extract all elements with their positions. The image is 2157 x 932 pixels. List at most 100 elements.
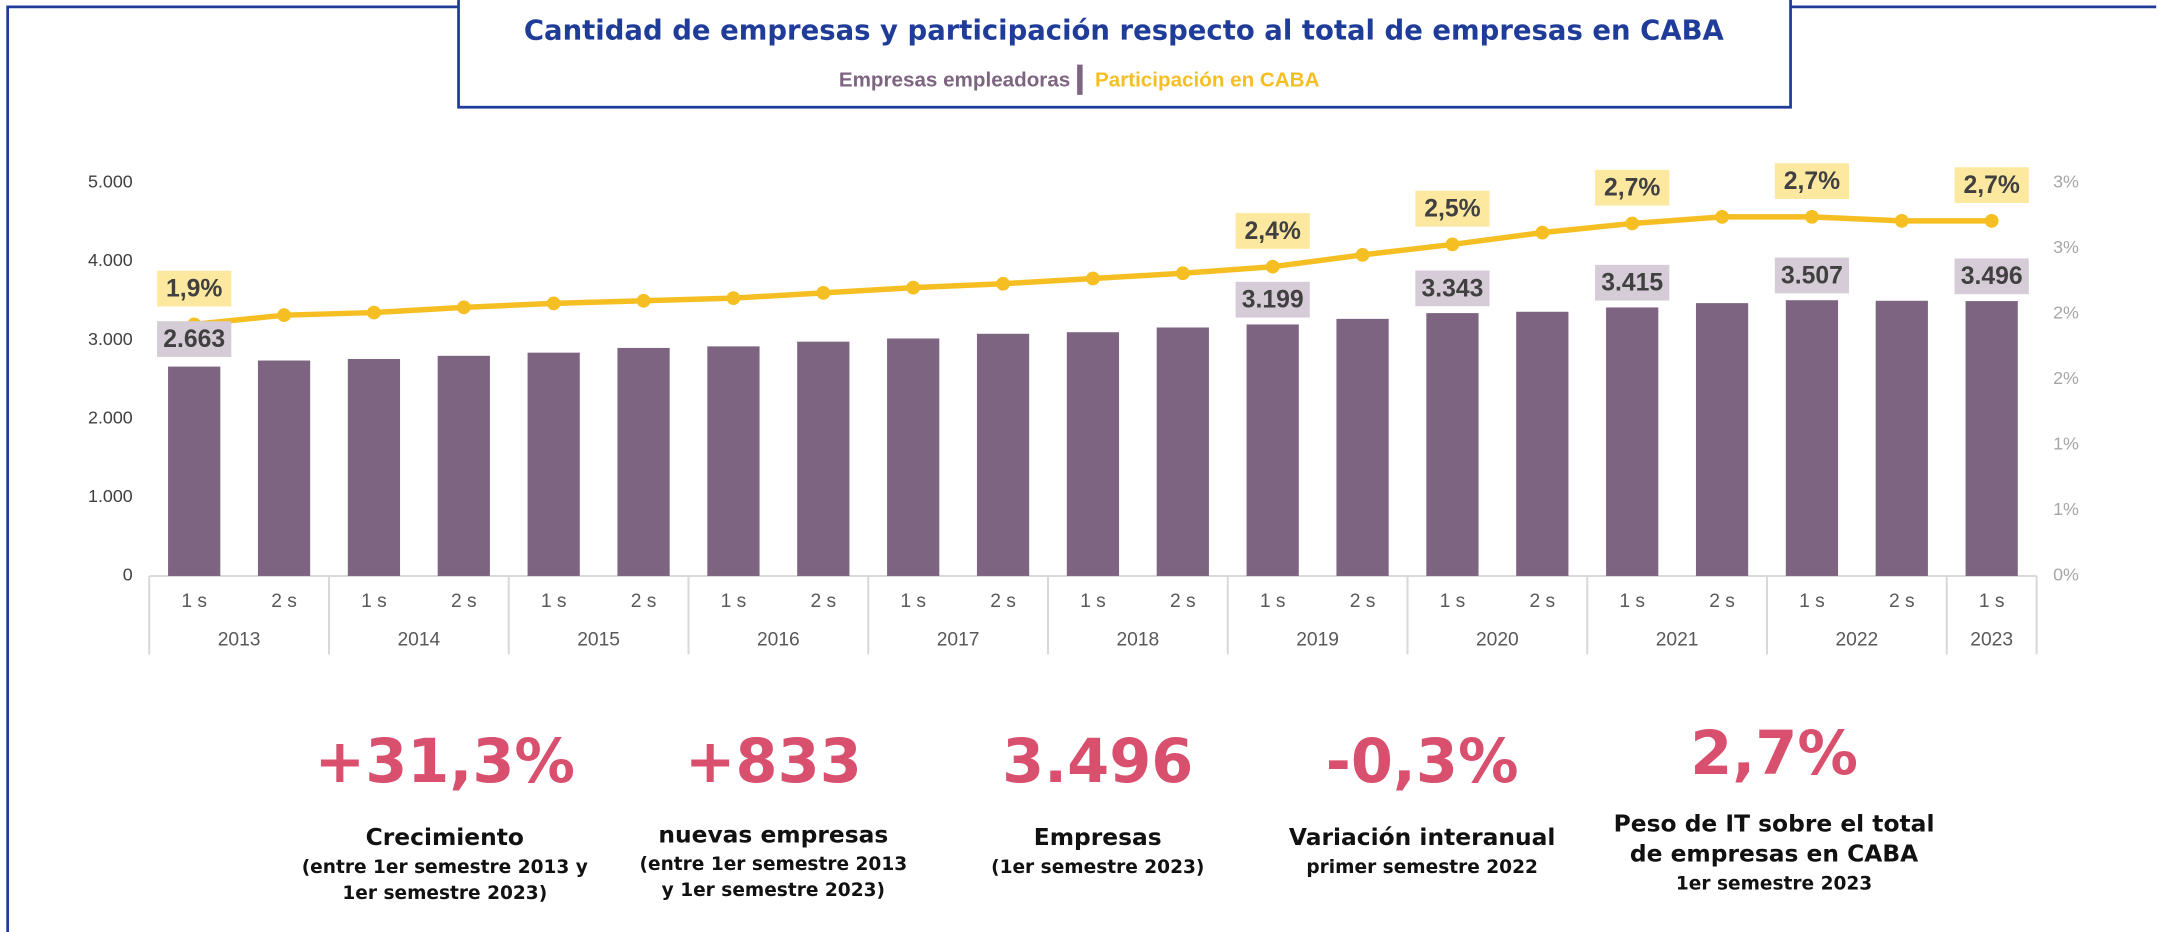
data-label: 2,5% xyxy=(1424,196,1480,223)
x-tick-label: 1 s xyxy=(1260,591,1286,612)
bar xyxy=(257,360,311,576)
kpi-label: Peso de IT sobre el total xyxy=(1614,809,1935,837)
x-group-label: 2021 xyxy=(1656,630,1699,651)
data-label-box xyxy=(1595,264,1670,301)
data-label-box xyxy=(1774,163,1850,200)
kpi-value: -0,3% xyxy=(1326,727,1519,797)
x-group-label: 2018 xyxy=(1116,630,1159,651)
x-tick-label: 1 s xyxy=(361,591,387,612)
x-tick-label: 1 s xyxy=(1799,591,1825,612)
line-marker xyxy=(816,286,831,300)
line-marker xyxy=(1984,213,1999,228)
x-tick-label: 1 s xyxy=(1080,591,1106,612)
y2-tick-label: 3% xyxy=(2053,237,2079,257)
line-marker xyxy=(1805,210,1819,224)
line-marker xyxy=(546,296,561,311)
x-tick-label: 2 s xyxy=(1889,591,1915,612)
x-group-label: 2023 xyxy=(1970,630,2013,651)
x-tick-label: 2 s xyxy=(271,591,297,612)
bar xyxy=(1246,324,1299,576)
line-marker xyxy=(1265,259,1280,274)
kpi-sub: 1er semestre 2023) xyxy=(342,883,547,904)
data-label-box xyxy=(1235,213,1310,249)
bar xyxy=(1606,307,1659,576)
kpi-sub: y 1er semestre 2023) xyxy=(662,880,885,901)
bar xyxy=(1875,300,1928,576)
kpi-sub: primer semestre 2022 xyxy=(1306,857,1538,878)
x-group-label: 2013 xyxy=(218,630,261,651)
subtitle: Cantidad de empresas y participación res… xyxy=(524,15,1725,47)
bar xyxy=(1516,311,1569,576)
bar xyxy=(527,352,580,576)
bar xyxy=(437,355,490,576)
line-marker xyxy=(1175,266,1190,281)
kpi-label: Crecimiento xyxy=(366,823,524,851)
bar xyxy=(1066,332,1120,576)
y2-tick-label: 0% xyxy=(2053,565,2079,585)
kpi-sub: (entre 1er semestre 2013 y xyxy=(302,857,588,878)
x-tick-label: 1 s xyxy=(1979,591,2005,612)
bar xyxy=(1426,313,1479,576)
x-group-label: 2019 xyxy=(1296,630,1339,651)
line-marker xyxy=(996,276,1010,291)
legend-label: Participación en CABA xyxy=(1095,69,1320,92)
bar xyxy=(887,338,940,576)
data-label-box xyxy=(1235,281,1310,318)
kpi-sub: 1er semestre 2023 xyxy=(1676,873,1872,894)
frame xyxy=(6,5,2157,932)
x-tick-label: 1 s xyxy=(181,591,207,612)
bar xyxy=(347,358,401,576)
kpi-value: 2,7% xyxy=(1690,719,1858,789)
kpi-sub: (1er semestre 2023) xyxy=(991,857,1204,878)
line-marker xyxy=(636,293,651,308)
x-group-label: 2020 xyxy=(1476,630,1519,651)
data-label: 3.343 xyxy=(1421,275,1483,302)
kpi-label: Variación interanual xyxy=(1289,823,1555,851)
x-tick-label: 1 s xyxy=(541,591,567,612)
line-marker xyxy=(906,280,921,295)
x-group-label: 2017 xyxy=(937,630,980,651)
x-group-label: 2015 xyxy=(577,630,620,651)
line-marker xyxy=(1445,237,1460,252)
x-tick-label: 2 s xyxy=(1529,591,1555,612)
x-tick-label: 2 s xyxy=(1170,591,1196,612)
y2-tick-label: 2% xyxy=(2053,303,2079,323)
y-tick-label: 2.000 xyxy=(88,407,133,427)
y2-tick-label: 1% xyxy=(2053,499,2079,519)
data-label-box xyxy=(1954,258,2029,295)
data-label-box xyxy=(1774,257,1850,294)
kpi-value: 3.496 xyxy=(1002,727,1193,797)
x-tick-label: 2 s xyxy=(990,591,1016,612)
y2-tick-label: 1% xyxy=(2053,434,2079,454)
data-label: 3.199 xyxy=(1242,287,1304,314)
kpi-value: +833 xyxy=(685,727,862,797)
bar xyxy=(1336,318,1389,576)
x-tick-label: 2 s xyxy=(631,591,657,612)
line-marker xyxy=(1535,225,1550,240)
bar xyxy=(1965,301,2018,576)
legend-separator xyxy=(1077,64,1083,95)
x-group-label: 2022 xyxy=(1835,630,1878,651)
data-label: 2,4% xyxy=(1244,218,1300,245)
data-label-box xyxy=(1595,169,1670,206)
data-label: 2,7% xyxy=(1784,168,1840,195)
y2-tick-label: 3% xyxy=(2053,172,2079,192)
data-label: 1,9% xyxy=(166,276,222,303)
data-label: 2,7% xyxy=(1963,172,2019,199)
bar xyxy=(1785,300,1839,576)
data-label: 3.507 xyxy=(1781,262,1843,289)
kpi-sub: (entre 1er semestre 2013 xyxy=(640,854,908,875)
title-box xyxy=(457,0,1792,109)
data-label-box xyxy=(157,270,232,307)
line-marker xyxy=(1086,271,1100,286)
bar xyxy=(976,333,1030,576)
kpi-value: +31,3% xyxy=(315,727,575,797)
data-label: 2.663 xyxy=(163,326,225,353)
line-marker xyxy=(1625,216,1640,231)
legend-label: Empresas empleadoras xyxy=(839,69,1070,92)
kpi-label: nuevas empresas xyxy=(658,820,888,848)
x-tick-label: 1 s xyxy=(1440,591,1466,612)
kpi-label: de empresas en CABA xyxy=(1630,840,1918,868)
y-tick-label: 5.000 xyxy=(88,172,133,192)
y-tick-label: 3.000 xyxy=(88,329,133,349)
